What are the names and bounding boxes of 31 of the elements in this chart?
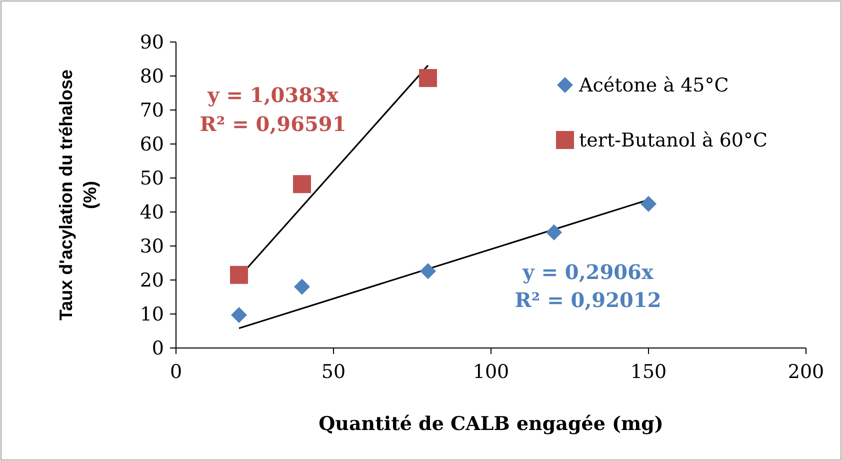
x-tick-label: 150 xyxy=(630,361,667,383)
annotation: y = 1,0383x xyxy=(206,83,340,107)
y-tick-label: 20 xyxy=(140,270,164,292)
x-tick-label: 100 xyxy=(472,361,510,383)
y-tick-label: 90 xyxy=(140,32,164,54)
point xyxy=(230,266,248,284)
x-tick-label: 50 xyxy=(321,361,346,383)
point xyxy=(420,263,436,280)
point xyxy=(640,196,656,212)
y-tick-label: 70 xyxy=(140,100,164,122)
x-axis-title: Quantité de CALB engagée (mg) xyxy=(318,413,664,435)
x-tick-label: 200 xyxy=(788,361,824,383)
annotation: R² = 0,96591 xyxy=(200,112,346,136)
point xyxy=(546,224,562,240)
legend-label: tert-Butanol à 60°C xyxy=(579,130,768,152)
x-tick-label: 0 xyxy=(170,361,182,383)
y-tick-label: 10 xyxy=(140,304,164,326)
annotation: y = 0,2906x xyxy=(522,260,654,284)
y-tick-label: 80 xyxy=(140,66,164,88)
y-tick-label: 60 xyxy=(140,134,164,156)
point xyxy=(293,175,311,194)
point xyxy=(294,278,310,295)
legend-label: Acétone à 45°C xyxy=(578,74,729,97)
y-tick-label: 40 xyxy=(140,202,164,224)
y-tick-label: 50 xyxy=(140,168,164,190)
y-tick-label: 0 xyxy=(152,338,164,360)
y-axis-title: Taux d'acylation du tréhalose (%) xyxy=(56,69,100,321)
y-tick-label: 30 xyxy=(140,236,164,258)
point xyxy=(231,307,247,324)
point xyxy=(419,69,437,88)
annotation: R² = 0,92012 xyxy=(514,288,662,312)
